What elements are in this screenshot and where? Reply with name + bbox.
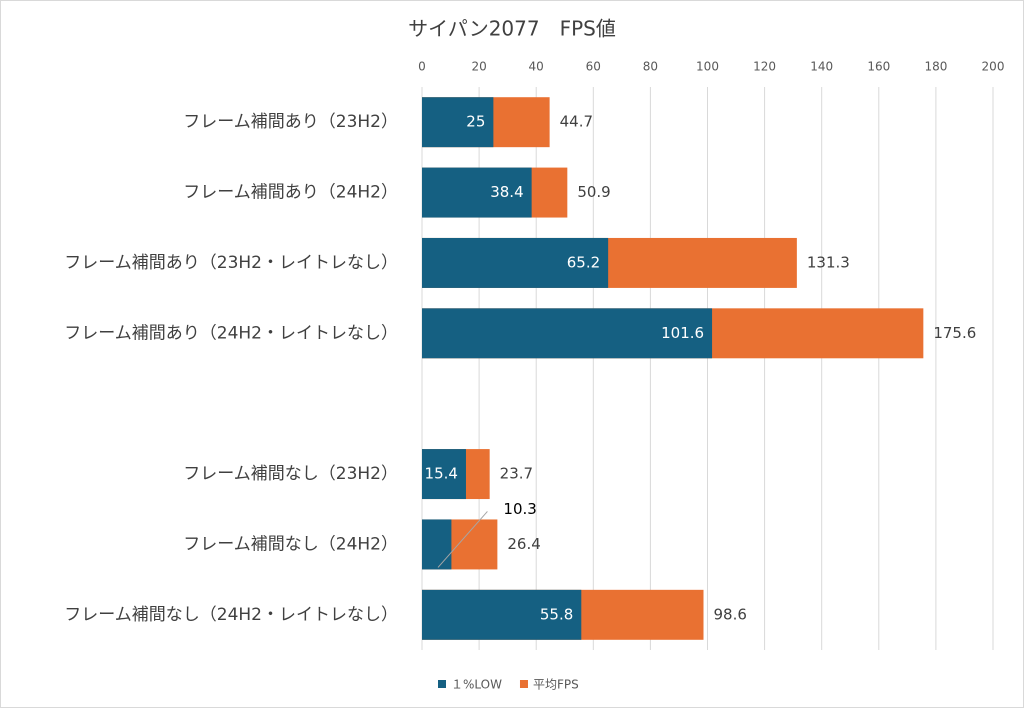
data-label: 23.7 <box>500 465 533 483</box>
data-label: 50.9 <box>577 183 610 201</box>
bar <box>422 308 713 359</box>
data-label: 131.3 <box>807 253 850 271</box>
data-label: 101.6 <box>661 324 704 342</box>
bar <box>422 237 609 288</box>
data-label: 15.4 <box>425 465 458 483</box>
data-label: 55.8 <box>540 605 573 623</box>
data-label: 38.4 <box>490 183 523 201</box>
x-tick-label: 0 <box>418 60 426 74</box>
data-label: 175.6 <box>933 324 976 342</box>
x-tick-label: 120 <box>753 60 776 74</box>
bar <box>422 589 582 640</box>
y-tick-label: フレーム補間あり（24H2・レイトレなし） <box>64 323 398 343</box>
data-label: 25 <box>466 113 485 131</box>
x-tick-label: 100 <box>696 60 719 74</box>
y-tick-label: フレーム補間なし（24H2・レイトレなし） <box>64 605 398 625</box>
bar <box>422 97 494 148</box>
bar <box>422 519 452 570</box>
y-tick-label: フレーム補間なし（24H2） <box>183 534 398 554</box>
data-label: 44.7 <box>560 113 593 131</box>
data-label: 10.3 <box>503 500 536 518</box>
legend-label: 平均FPS <box>533 678 579 692</box>
data-label: 98.6 <box>714 605 747 623</box>
y-tick-label: フレーム補間あり（23H2） <box>183 112 398 132</box>
x-tick-label: 40 <box>529 60 544 74</box>
y-tick-label: フレーム補間あり（24H2） <box>183 183 398 203</box>
x-tick-label: 80 <box>643 60 658 74</box>
x-tick-label: 60 <box>586 60 601 74</box>
x-tick-label: 180 <box>924 60 947 74</box>
x-tick-label: 20 <box>471 60 486 74</box>
bar <box>422 449 466 500</box>
legend-swatch <box>438 680 446 688</box>
legend-swatch <box>519 680 528 688</box>
x-tick-label: 160 <box>867 60 890 74</box>
x-tick-label: 200 <box>982 60 1005 74</box>
data-label: 26.4 <box>507 535 540 553</box>
legend-label: １%LOW <box>451 678 502 692</box>
bar <box>422 167 532 218</box>
y-tick-label: フレーム補間あり（23H2・レイトレなし） <box>64 253 398 273</box>
data-label: 65.2 <box>567 253 600 271</box>
y-tick-label: フレーム補間なし（23H2） <box>183 464 398 484</box>
x-tick-label: 140 <box>810 60 833 74</box>
chart-title: サイパン2077 FPS値 <box>408 17 616 41</box>
leader-line <box>437 511 488 568</box>
